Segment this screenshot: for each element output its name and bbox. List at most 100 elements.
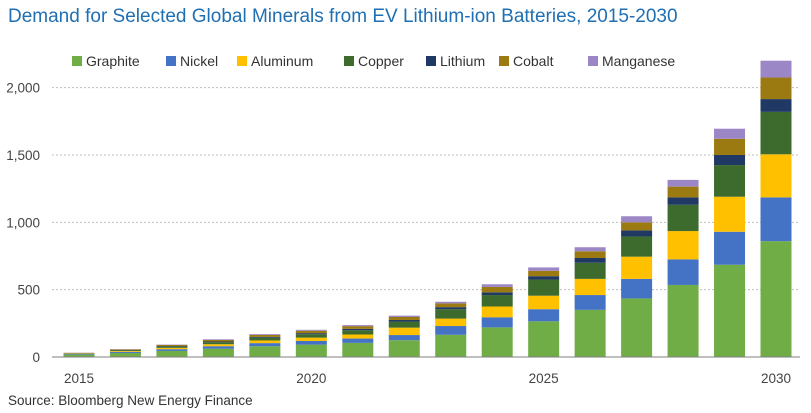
gridlines xyxy=(52,87,800,291)
bar-segment-nickel xyxy=(528,309,560,322)
bar-segment-nickel xyxy=(388,335,420,341)
legend-item-graphite: Graphite xyxy=(72,53,140,69)
bar-segment-graphite xyxy=(435,334,467,357)
bar-segment-graphite xyxy=(481,327,513,357)
bar-segment-cobalt xyxy=(295,330,327,334)
bar-stack-2024 xyxy=(481,284,513,357)
bar-segment-cobalt xyxy=(760,77,792,100)
bar-segment-nickel xyxy=(342,338,374,343)
bar-segment-copper xyxy=(481,295,513,307)
bar-segment-cobalt xyxy=(342,326,374,329)
bar-segment-copper xyxy=(202,342,234,345)
bar-stack-2020 xyxy=(295,329,327,357)
y-axis: 0 500 1,000 1,500 2,000 xyxy=(6,81,40,365)
bar-segment-graphite xyxy=(621,298,653,357)
bar-stack-2016 xyxy=(109,349,141,357)
bar-segment-manganese xyxy=(249,334,281,335)
legend-label: Cobalt xyxy=(513,53,554,69)
bar-segment-manganese xyxy=(435,301,467,304)
legend-swatch xyxy=(72,56,82,66)
legend-swatch xyxy=(166,56,176,66)
legend-swatch xyxy=(426,56,436,66)
bar-segment-lithium xyxy=(295,333,327,335)
bar-segment-aluminum xyxy=(481,306,513,318)
bar-segment-copper xyxy=(528,279,560,296)
bar-segment-graphite xyxy=(156,350,188,357)
x-tick-label: 2015 xyxy=(64,371,94,386)
legend-swatch xyxy=(344,56,354,66)
bar-segment-manganese xyxy=(295,329,327,331)
bar-segment-lithium xyxy=(342,328,374,331)
legend-label: Lithium xyxy=(440,53,485,69)
legend-swatch xyxy=(237,56,247,66)
bar-segment-cobalt xyxy=(574,251,606,259)
bar-segment-manganese xyxy=(342,325,374,327)
y-tick-label: 1,500 xyxy=(6,148,40,163)
bar-segment-manganese xyxy=(667,179,699,187)
bar-segment-graphite xyxy=(667,284,699,357)
bar-segment-manganese xyxy=(202,339,234,340)
bar-segment-nickel xyxy=(714,231,746,265)
legend-label: Graphite xyxy=(86,53,140,69)
bar-segment-aluminum xyxy=(714,196,746,232)
bar-segment-manganese xyxy=(528,267,560,271)
bar-segment-lithium xyxy=(574,258,606,263)
legend-swatch xyxy=(588,56,598,66)
legend-label: Nickel xyxy=(180,53,218,69)
legend-label: Copper xyxy=(358,53,404,69)
bar-segment-nickel xyxy=(574,295,606,310)
bar-segment-graphite xyxy=(63,354,95,357)
bar-segment-aluminum xyxy=(574,278,606,296)
bar-stacks xyxy=(63,60,792,357)
bar-segment-copper xyxy=(109,350,141,352)
bar-segment-graphite xyxy=(760,241,792,357)
bar-segment-cobalt xyxy=(528,270,560,277)
x-axis: 2015 2020 2025 2030 xyxy=(52,356,800,386)
bar-segment-graphite xyxy=(574,309,606,357)
legend-item-nickel: Nickel xyxy=(166,53,218,69)
bar-segment-nickel xyxy=(760,197,792,242)
x-tick-label: 2025 xyxy=(529,371,559,386)
bar-segment-copper xyxy=(388,321,420,328)
x-tick-label: 2030 xyxy=(761,371,791,386)
bar-segment-nickel xyxy=(63,354,95,355)
bar-segment-graphite xyxy=(714,264,746,357)
bar-segment-copper xyxy=(435,309,467,319)
legend-item-copper: Copper xyxy=(344,53,404,69)
bar-segment-lithium xyxy=(667,197,699,205)
bar-segment-copper xyxy=(249,337,281,341)
bar-segment-lithium xyxy=(202,341,234,343)
bar-segment-lithium xyxy=(388,319,420,322)
y-tick-label: 0 xyxy=(32,350,40,365)
bar-segment-aluminum xyxy=(156,347,188,350)
bar-segment-nickel xyxy=(156,349,188,351)
legend: Graphite Nickel Aluminum Copper Lithium Cobal… xyxy=(72,53,675,69)
bar-stack-2028 xyxy=(667,179,699,357)
bar-segment-manganese xyxy=(574,247,606,252)
bar-segment-manganese xyxy=(621,216,653,223)
bar-stack-2018 xyxy=(202,339,234,357)
bar-segment-graphite xyxy=(342,342,374,357)
bar-segment-nickel xyxy=(249,343,281,347)
bar-segment-manganese xyxy=(388,315,420,317)
bar-segment-cobalt xyxy=(714,138,746,155)
chart-title: Demand for Selected Global Minerals from… xyxy=(8,6,678,27)
bar-segment-graphite xyxy=(295,344,327,357)
bar-stack-2017 xyxy=(156,344,188,357)
bar-segment-aluminum xyxy=(388,327,420,336)
legend-item-cobalt: Cobalt xyxy=(499,53,554,69)
bar-segment-cobalt xyxy=(667,186,699,198)
bar-stack-2027 xyxy=(621,216,653,357)
bar-segment-cobalt xyxy=(435,303,467,308)
bar-segment-manganese xyxy=(714,128,746,139)
bar-segment-cobalt xyxy=(621,222,653,231)
bar-segment-aluminum xyxy=(528,295,560,310)
bar-segment-nickel xyxy=(667,259,699,285)
bar-segment-aluminum xyxy=(667,231,699,260)
y-tick-label: 1,000 xyxy=(6,215,40,230)
bar-segment-nickel xyxy=(435,326,467,335)
bar-stack-2025 xyxy=(528,267,560,357)
bar-segment-cobalt xyxy=(481,286,513,293)
bar-segment-aluminum xyxy=(621,256,653,279)
